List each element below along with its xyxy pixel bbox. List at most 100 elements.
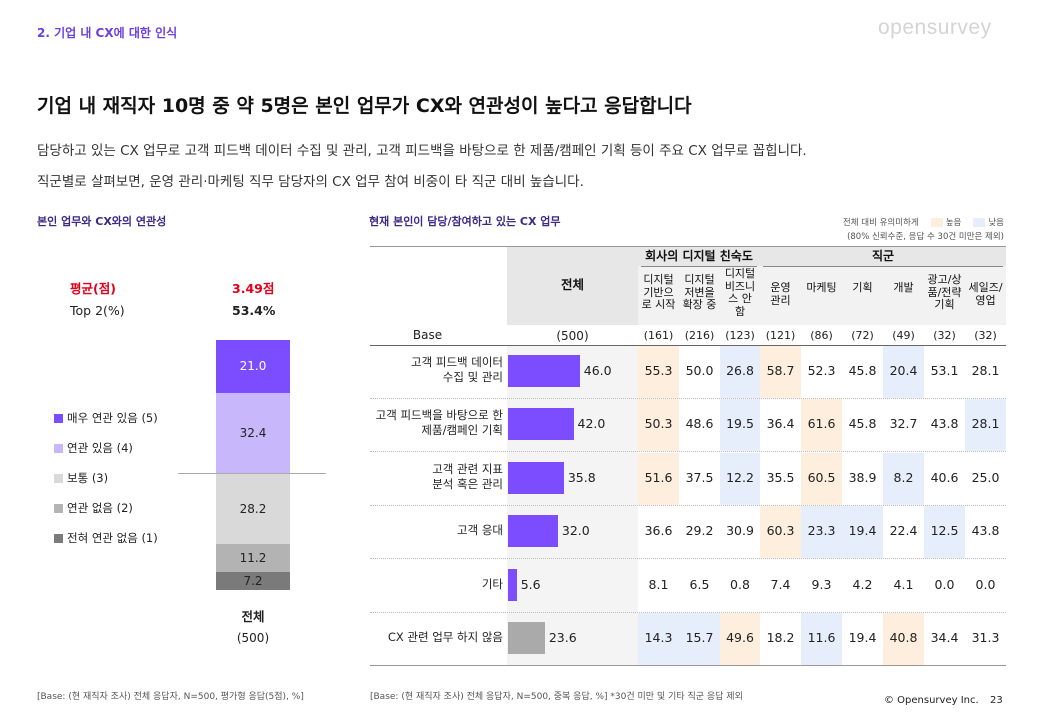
group-header-digital: 회사의 디지털 친숙도: [645, 248, 753, 263]
column-header: 전체: [560, 277, 584, 292]
cell-value: 25.0: [971, 470, 1000, 485]
total-value: 46.0: [583, 363, 612, 378]
base-value: (86): [810, 329, 833, 342]
significance-cell: [760, 346, 801, 398]
cell-value: 14.3: [644, 630, 673, 645]
header-background: [638, 266, 1006, 325]
base-value: (161): [643, 329, 674, 342]
stack-segment: 28.2: [216, 473, 290, 544]
row-divider: [370, 451, 1006, 452]
low-swatch: [973, 218, 986, 227]
significance-cell: [883, 346, 924, 398]
base-value: (216): [684, 329, 715, 342]
row-divider: [370, 398, 1006, 399]
cell-value: 60.5: [807, 470, 836, 485]
significance-cell: [720, 453, 760, 505]
row-label: CX 관련 업무 하지 않음: [387, 630, 503, 644]
cell-value: 20.4: [889, 363, 918, 378]
legend-note-line2: (80% 신뢰수준, 응답 수 30건 미만은 제외): [847, 232, 1004, 242]
average-value: 3.49점: [232, 281, 275, 296]
cell-value: 26.8: [726, 363, 754, 378]
cell-value: 31.3: [971, 630, 1000, 645]
significance-cell: [679, 613, 720, 665]
cell-value: 0.0: [975, 577, 996, 592]
column-header: 세일즈/영업: [968, 281, 1003, 307]
header-rule: [370, 345, 1006, 346]
row-divider: [370, 558, 1006, 559]
cell-value: 36.6: [644, 523, 673, 538]
row-label: 고객 관련 지표 분석 혹은 관리: [432, 462, 503, 491]
significance-cell: [842, 506, 883, 558]
total-value: 5.6: [520, 577, 541, 592]
footer-note-left: [Base: (현 재직자 조사) 전체 응답자, N=500, 평가형 응답(…: [37, 692, 304, 702]
base-value: (121): [765, 329, 796, 342]
total-bar: [508, 569, 517, 601]
cell-value: 19.4: [848, 523, 877, 538]
significance-cell: [638, 399, 679, 451]
cell-value: 0.0: [934, 577, 955, 592]
cell-value: 4.2: [852, 577, 873, 592]
significance-cell: [924, 506, 965, 558]
cell-value: 45.8: [848, 416, 877, 431]
stack-segment: 7.2: [216, 572, 290, 590]
total-value: 32.0: [561, 523, 590, 538]
base-value: (72): [851, 329, 874, 342]
average-label: 평균(점): [70, 281, 116, 296]
significance-cell: [720, 613, 760, 665]
cell-value: 29.2: [685, 523, 714, 538]
column-header: 개발: [893, 281, 914, 294]
left-chart-title: 본인 업무와 CX와의 연관성: [37, 215, 167, 228]
group-underline: [641, 266, 757, 267]
cell-value: 28.1: [971, 363, 1000, 378]
legend-label: 전혀 연관 없음 (1): [67, 531, 158, 545]
top2-divider: [178, 473, 326, 474]
top-rule: [370, 246, 1006, 247]
row-divider: [370, 505, 1006, 506]
page-number: 23: [990, 695, 1003, 706]
significance-cell: [638, 346, 679, 398]
cell-value: 52.3: [807, 363, 836, 378]
cell-value: 11.6: [807, 630, 836, 645]
cell-value: 48.6: [685, 416, 714, 431]
legend-low: 낮음: [988, 218, 1004, 228]
cell-value: 32.7: [889, 416, 918, 431]
cell-value: 58.7: [766, 363, 795, 378]
significance-cell: [883, 613, 924, 665]
stack-segment: 32.4: [216, 392, 290, 474]
column-header: 기획: [852, 281, 873, 294]
total-bar: [508, 515, 558, 547]
cell-value: 4.1: [893, 577, 914, 592]
row-label: 고객 피드백을 바탕으로 한 제품/캠페인 기획: [375, 408, 503, 437]
cell-value: 7.4: [770, 577, 791, 592]
total-value: 42.0: [577, 416, 606, 431]
cell-value: 8.2: [893, 470, 914, 485]
description-line-2: 직군별로 살펴보면, 운영 관리·마케팅 직무 담당자의 CX 업무 참여 비중…: [37, 174, 584, 190]
base-value: (32): [933, 329, 956, 342]
stack-segment: 11.2: [216, 544, 290, 572]
cell-value: 40.6: [930, 470, 959, 485]
significance-cell: [760, 506, 801, 558]
significance-cell: [720, 346, 760, 398]
base-value: (49): [892, 329, 915, 342]
legend-item: 연관 없음 (2): [54, 500, 133, 516]
brand-logo: opensurvey: [878, 16, 992, 39]
total-value: 35.8: [567, 470, 596, 485]
group-header-job: 직군: [871, 248, 895, 263]
stack-column-base: (500): [236, 631, 270, 645]
cell-value: 36.4: [766, 416, 795, 431]
copyright: © Opensurvey Inc.: [884, 695, 979, 706]
base-label: Base: [412, 328, 443, 342]
legend-item: 연관 있음 (4): [54, 440, 133, 456]
stack-segment: 21.0: [216, 340, 290, 393]
cell-value: 35.5: [766, 470, 795, 485]
group-underline: [763, 266, 1003, 267]
total-value: 23.6: [548, 630, 577, 645]
legend-swatch: [54, 534, 63, 543]
legend-item: 전혀 연관 없음 (1): [54, 530, 158, 546]
cell-value: 50.3: [644, 416, 673, 431]
legend-prefix: 전체 대비 유의미하게: [842, 218, 919, 228]
significance-cell: [801, 506, 842, 558]
cell-value: 45.8: [848, 363, 877, 378]
description-line-1: 담당하고 있는 CX 업무로 고객 피드백 데이터 수집 및 관리, 고객 피드…: [37, 143, 807, 159]
